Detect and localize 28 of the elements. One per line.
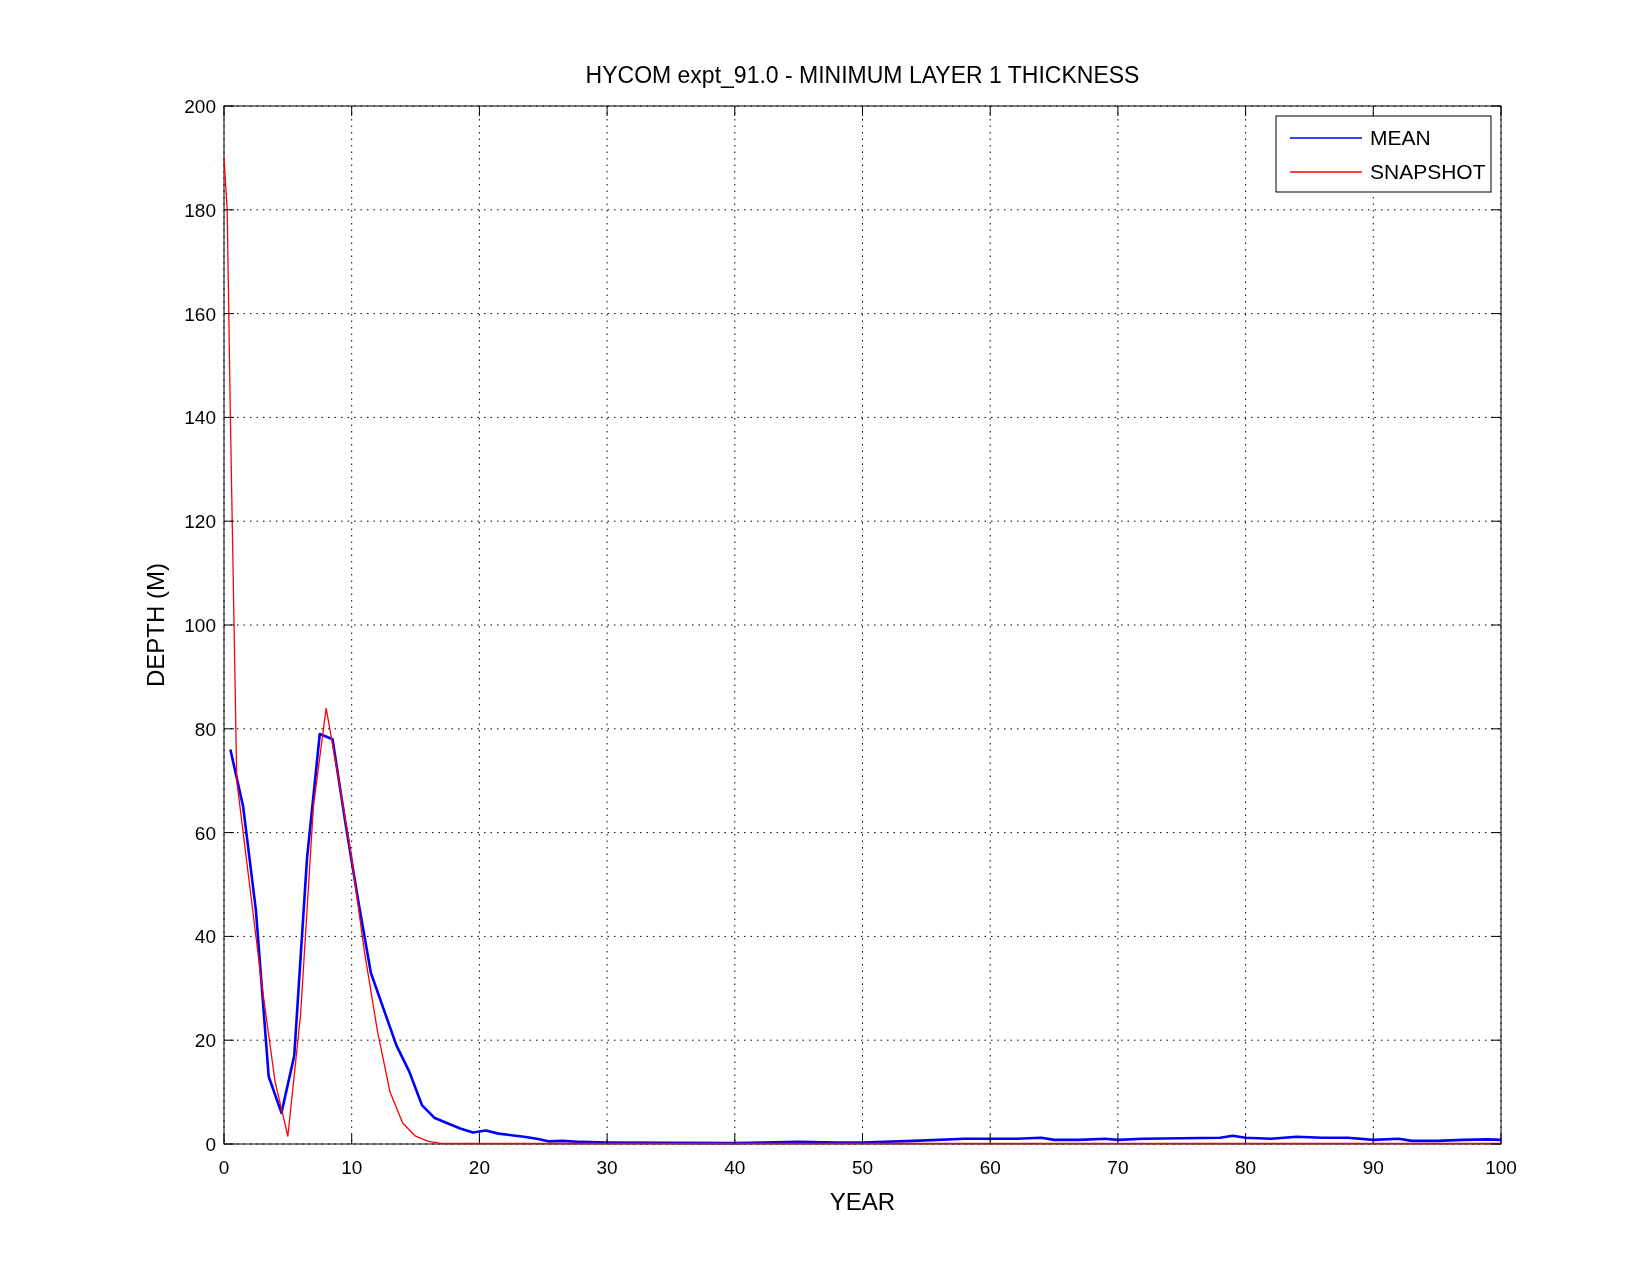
y-tick-label: 40 (194, 926, 216, 948)
y-tick-label: 20 (194, 1030, 216, 1052)
y-tick-label: 140 (184, 407, 216, 429)
x-tick-label: 40 (724, 1157, 746, 1178)
legend-label: SNAPSHOT (1370, 160, 1486, 183)
y-axis-title: DEPTH (M) (142, 563, 169, 687)
x-tick-label: 70 (1107, 1157, 1129, 1178)
x-tick-label: 100 (1485, 1157, 1517, 1178)
x-tick-label: 20 (468, 1157, 490, 1178)
x-tick-label: 80 (1235, 1157, 1257, 1178)
x-tick-label: 60 (979, 1157, 1001, 1178)
chart-title: HYCOM expt_91.0 - MINIMUM LAYER 1 THICKNESS (585, 62, 1140, 88)
x-axis-title: YEAR (829, 1188, 896, 1215)
x-tick-label: 30 (596, 1157, 618, 1178)
legend-label: MEAN (1370, 126, 1431, 149)
y-tick-label: 200 (184, 96, 216, 117)
y-tick-label: 60 (194, 822, 216, 844)
x-tick-label: 10 (341, 1157, 363, 1178)
x-tick-label: 0 (218, 1157, 230, 1178)
y-tick-label: 180 (184, 199, 216, 221)
line-series (229, 732, 1503, 1145)
x-tick-label: 90 (1362, 1157, 1384, 1178)
y-tick-label: 0 (205, 1134, 216, 1155)
y-tick-label: 80 (194, 718, 216, 740)
x-tick-label: 50 (851, 1157, 874, 1178)
y-tick-label: 160 (184, 303, 216, 325)
y-tick-label: 120 (184, 511, 216, 533)
y-tick-label: 100 (184, 615, 216, 636)
